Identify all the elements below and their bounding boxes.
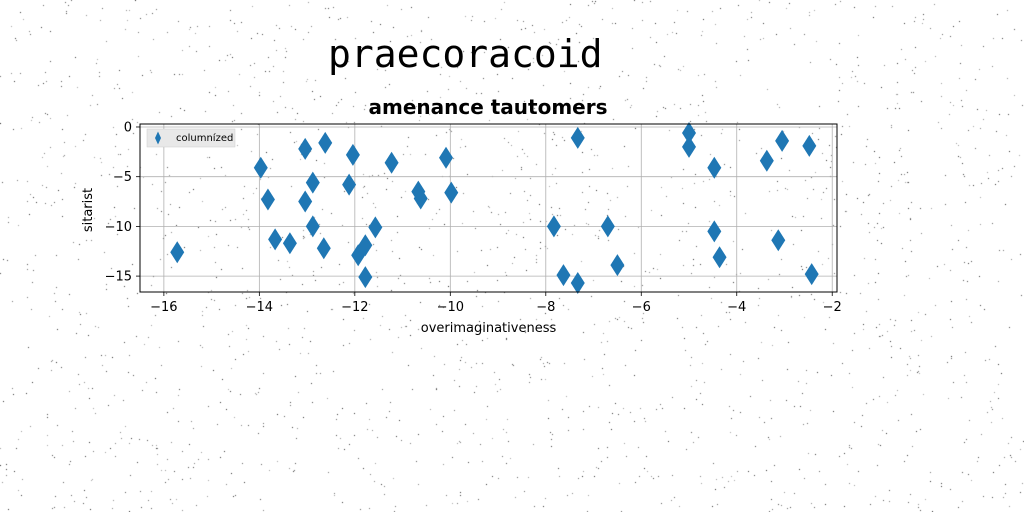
y-tick-label: −5 xyxy=(113,170,132,185)
scatter-point xyxy=(804,263,819,286)
scatter-point xyxy=(556,264,571,287)
axis-ticks: −16 −14 −12 −10 −8 −6 −4 −2 0 −5 −10 −15 xyxy=(105,120,842,315)
x-tick-label: −2 xyxy=(823,300,842,315)
x-tick-label: −4 xyxy=(727,300,746,315)
chart-title: amenance tautomers xyxy=(368,95,607,119)
y-axis-label: sitarist xyxy=(81,188,96,232)
x-tick-label: −8 xyxy=(536,300,555,315)
scatter-point xyxy=(712,246,727,269)
scatter-point xyxy=(600,215,615,238)
x-tick-label: −16 xyxy=(150,300,177,315)
scatter-point xyxy=(316,237,331,260)
grid-lines xyxy=(140,124,837,292)
scatter-point xyxy=(759,149,774,172)
x-axis-label: overimaginativeness xyxy=(421,321,557,336)
scatter-point xyxy=(170,241,185,264)
scatter-point xyxy=(318,131,333,154)
scatter-point xyxy=(775,129,790,152)
scatter-point xyxy=(268,228,283,251)
scatter-point xyxy=(253,156,268,179)
scatter-point xyxy=(802,134,817,157)
scatter-point xyxy=(298,190,313,213)
x-tick-label: −10 xyxy=(437,300,464,315)
y-tick-label: −15 xyxy=(105,270,132,285)
scatter-point xyxy=(570,126,585,149)
y-tick-label: −10 xyxy=(105,220,132,235)
scatter-point xyxy=(546,215,561,238)
figure-suptitle: praecoracoid xyxy=(328,32,603,76)
x-tick-label: −6 xyxy=(632,300,651,315)
scatter-point xyxy=(707,220,722,243)
scatter-point xyxy=(384,151,399,174)
plot-frame xyxy=(139,123,838,293)
scatter-point xyxy=(260,188,275,211)
legend-marker-icon xyxy=(155,131,161,145)
scatter-point xyxy=(771,229,786,252)
scatter-point xyxy=(305,215,320,238)
scatter-point xyxy=(707,156,722,179)
scatter-point xyxy=(345,143,360,166)
scatter-point xyxy=(358,266,373,289)
scatter-point xyxy=(444,181,459,204)
legend-label: columnízed xyxy=(176,132,233,144)
scatter-point xyxy=(358,234,373,257)
scatter-point xyxy=(439,146,454,169)
scatter-point xyxy=(342,173,357,196)
scatter-point xyxy=(282,232,297,255)
x-tick-label: −14 xyxy=(246,300,273,315)
legend-box xyxy=(146,128,236,148)
scatter-point xyxy=(570,272,585,295)
x-tick-label: −12 xyxy=(341,300,368,315)
scatter-point xyxy=(413,187,428,210)
y-tick-label: 0 xyxy=(124,120,132,135)
legend: columnízed xyxy=(146,128,236,148)
scatter-point xyxy=(610,254,625,277)
data-points xyxy=(170,121,819,295)
scatter-point xyxy=(682,121,697,144)
scatter-point xyxy=(298,137,313,160)
scatter-point xyxy=(682,135,697,158)
scatter-point xyxy=(305,171,320,194)
scatter-point xyxy=(368,216,383,239)
